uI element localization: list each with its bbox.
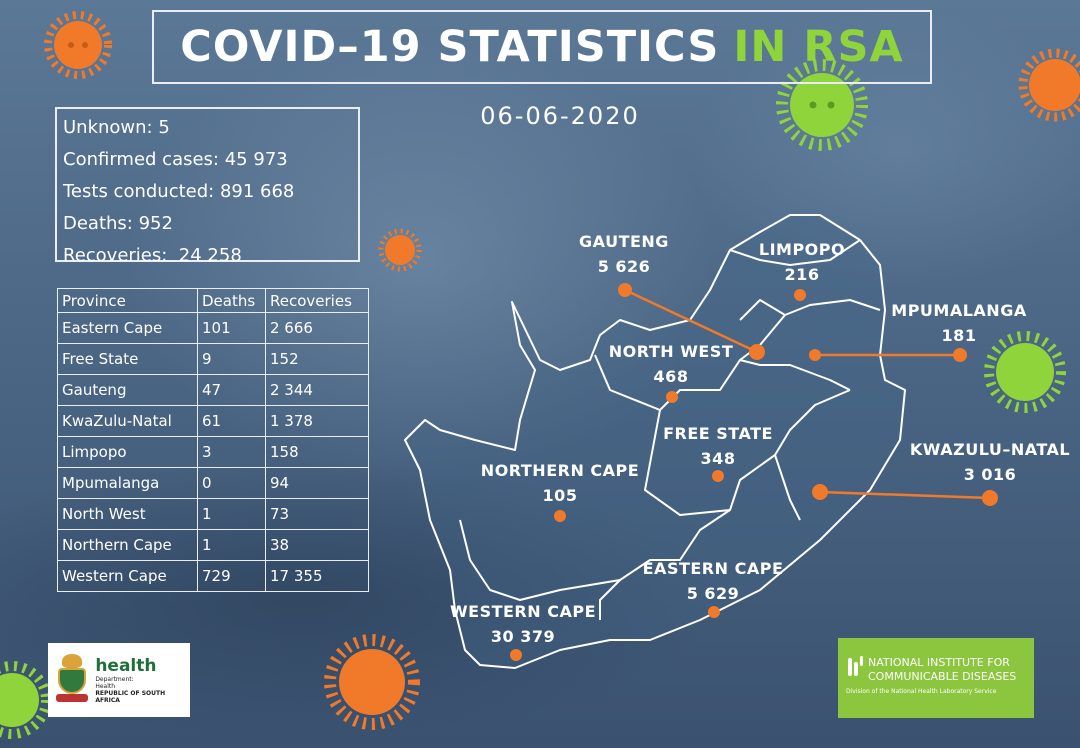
marker-western-cape	[510, 649, 522, 661]
summary-row-deaths: Deaths: 952	[63, 213, 173, 234]
marker-kzn-end	[982, 490, 998, 506]
summary-row-tests: Tests conducted: 891 668	[63, 181, 295, 202]
label-limpopo: LIMPOPO 216	[758, 240, 846, 284]
summary-box: Unknown: 5 Confirmed cases: 45 973 Tests…	[55, 107, 360, 266]
marker-free-state	[712, 470, 724, 482]
table-row: Western Cape 729 17 355	[57, 560, 369, 592]
table-row: Eastern Cape 101 2 666	[57, 312, 369, 344]
label-northern-cape: NORTHERN CAPE 105	[480, 461, 640, 505]
table-header-row: Province Deaths Recoveries	[57, 288, 369, 313]
label-western-cape: WESTERN CAPE 30 379	[449, 602, 596, 646]
virus-green-icon	[984, 331, 1066, 413]
marker-north-west	[666, 391, 678, 403]
title-accent: IN RSA	[733, 22, 904, 72]
virus-green-icon	[0, 661, 51, 739]
virus-orange-icon	[1018, 48, 1080, 122]
virus-orange-icon	[44, 11, 112, 79]
table-row: Gauteng 47 2 344	[57, 374, 369, 406]
summary-row-confirmed: Confirmed cases: 45 973	[63, 149, 288, 170]
marker-limpopo	[794, 289, 806, 301]
virus-green-icon	[776, 59, 868, 151]
marker-mpumalanga-end	[953, 348, 967, 362]
col-province: Province	[57, 288, 198, 313]
page-title: COVID–19 STATISTICS IN RSA	[152, 10, 932, 84]
title-main: COVID–19 STATISTICS	[180, 22, 720, 72]
marker-eastern-cape	[708, 606, 720, 618]
province-table: Province Deaths Recoveries Eastern Cape 1…	[57, 288, 369, 592]
summary-row-recoveries: Recoveries: 24 258	[63, 245, 242, 266]
label-eastern-cape: EASTERN CAPE 5 629	[642, 559, 784, 603]
nicd-logo: NATIONAL INSTITUTE FOR COMMUNICABLE DISE…	[838, 638, 1034, 718]
col-deaths: Deaths	[197, 288, 266, 313]
label-north-west: NORTH WEST 468	[608, 342, 734, 386]
nicd-mark-icon	[846, 656, 864, 678]
virus-orange-icon	[324, 634, 420, 730]
marker-gauteng-end	[749, 344, 765, 360]
marker-kzn	[812, 484, 828, 500]
table-row: Northern Cape 1 38	[57, 529, 369, 561]
connector-lines	[624, 288, 991, 500]
label-gauteng: GAUTENG 5 626	[579, 232, 669, 276]
coat-of-arms-icon	[54, 652, 89, 708]
table-row: Limpopo 3 158	[57, 436, 369, 468]
marker-gauteng	[618, 283, 632, 297]
summary-row-unknown: Unknown: 5	[63, 117, 170, 138]
table-row: Free State 9 152	[57, 343, 369, 375]
marker-mpumalanga	[809, 349, 821, 361]
map-border-lines	[459, 239, 881, 620]
label-free-state: FREE STATE 348	[663, 424, 773, 468]
report-date: 06-06-2020	[480, 102, 640, 130]
col-recoveries: Recoveries	[265, 288, 369, 313]
health-department-logo: health Department: Health REPUBLIC OF SO…	[48, 643, 190, 717]
table-row: North West 1 73	[57, 498, 369, 530]
label-kwazulu-natal: KWAZULU–NATAL 3 016	[909, 440, 1071, 484]
virus-orange-icon	[378, 228, 422, 272]
marker-northern-cape	[554, 510, 566, 522]
label-mpumalanga: MPUMALANGA 181	[891, 301, 1027, 345]
